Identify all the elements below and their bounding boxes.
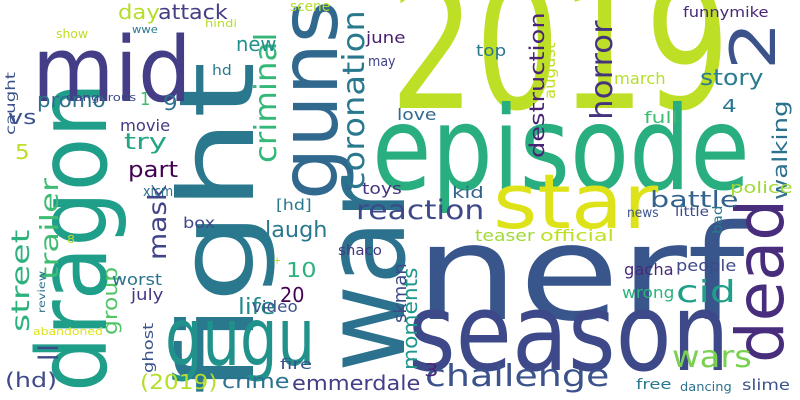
word-life: life [238, 295, 276, 320]
word-may: may [368, 54, 396, 70]
word-gugu: gugu [165, 291, 315, 384]
word-nerf: nerf [415, 197, 745, 351]
word-box: box [183, 214, 216, 232]
word-dead: dead [722, 199, 799, 363]
word-kid: kid [452, 183, 484, 202]
word-top: top [476, 41, 507, 60]
word-xicman: xicman [143, 184, 189, 200]
word-trailer: trailer [35, 178, 64, 280]
word-wrong: wrong [622, 283, 675, 302]
word-movie: movie [120, 116, 171, 135]
word-vs: vs [8, 105, 37, 129]
word-2019: 2019 [390, 0, 730, 150]
word-fire: fire [280, 357, 313, 373]
word-dangerous: dangerous [66, 91, 137, 104]
word-challenge: challenge [425, 359, 610, 394]
word-hd: hd [212, 63, 232, 79]
word-part: part [128, 158, 179, 183]
word-love: love [397, 105, 437, 124]
word-8: 8 [67, 233, 76, 246]
word-caught: caught [4, 72, 19, 135]
word-bars: || [34, 343, 58, 362]
word-10: 10 [286, 258, 317, 282]
word-show: show [56, 27, 89, 41]
word-season: season [408, 271, 730, 396]
word-official: official [540, 226, 614, 245]
word-4: 4 [722, 96, 737, 117]
word-worst: worst [112, 270, 163, 289]
word-skman: skman [390, 263, 411, 323]
word-august: august [541, 42, 559, 99]
word-20: 20 [280, 283, 305, 307]
word-hindi: hindi [205, 17, 238, 30]
word-ghost: ghost [141, 322, 157, 373]
word-little: little [675, 205, 710, 220]
word-2: 2 [717, 21, 790, 70]
word-try: try [124, 130, 167, 155]
word-attack: attack [158, 0, 228, 24]
word-battle: battle [650, 188, 739, 213]
word-news: news [627, 206, 659, 221]
word-teaser: teaser [475, 226, 535, 245]
word-slime: slime [742, 376, 790, 394]
word-june: june [366, 28, 406, 47]
word-day: day [118, 0, 160, 24]
word-scene: scene [290, 0, 331, 15]
word-new: new [236, 32, 277, 56]
word-full: full [644, 108, 678, 127]
word-abandoned: abandoned [33, 325, 103, 338]
word-march: march [614, 69, 666, 88]
word-plus: + [273, 254, 282, 267]
word-5: 5 [15, 140, 30, 164]
word-emmerdale: emmerdale [292, 371, 421, 395]
word-reaction: reaction [356, 195, 485, 226]
word-toys: toys [362, 179, 402, 198]
word-police: police [730, 178, 793, 197]
word-people: people [676, 256, 737, 275]
word-wwe: wwe [132, 23, 158, 36]
word-mid: mid [32, 18, 192, 123]
word-laugh: laugh [265, 218, 328, 243]
word-2019-paren: (2019) [140, 370, 218, 394]
word-shaco: shaco [338, 243, 383, 259]
word-bad: bad [711, 205, 726, 234]
word-1: 1 [140, 89, 151, 110]
word-hd-bracket: [hd] [276, 196, 312, 214]
word-gacha: gacha [624, 260, 674, 279]
word-hd-paren: (hd) [5, 368, 57, 392]
word-story: story [700, 66, 764, 91]
word-3: 3 [424, 360, 439, 381]
word-wars: wars [672, 340, 752, 375]
word-july: july [131, 285, 164, 304]
word-promo: promo [37, 88, 106, 112]
word-free: free [636, 377, 672, 393]
word-dancing: dancing [680, 380, 732, 394]
word-9: 9 [163, 91, 178, 115]
word-crime: crime [222, 369, 290, 393]
word-street: street [6, 229, 35, 332]
word-cid: cid [676, 275, 736, 310]
word-review: review [37, 270, 48, 313]
word-funnymike: funnymike [683, 5, 769, 21]
word-episode: episode [372, 82, 750, 217]
word-video: video [252, 297, 298, 316]
word-star: star [493, 157, 659, 246]
